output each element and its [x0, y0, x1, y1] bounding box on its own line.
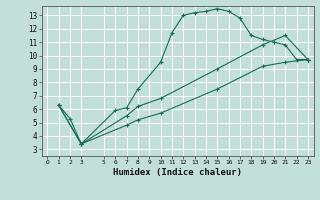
X-axis label: Humidex (Indice chaleur): Humidex (Indice chaleur): [113, 168, 242, 177]
